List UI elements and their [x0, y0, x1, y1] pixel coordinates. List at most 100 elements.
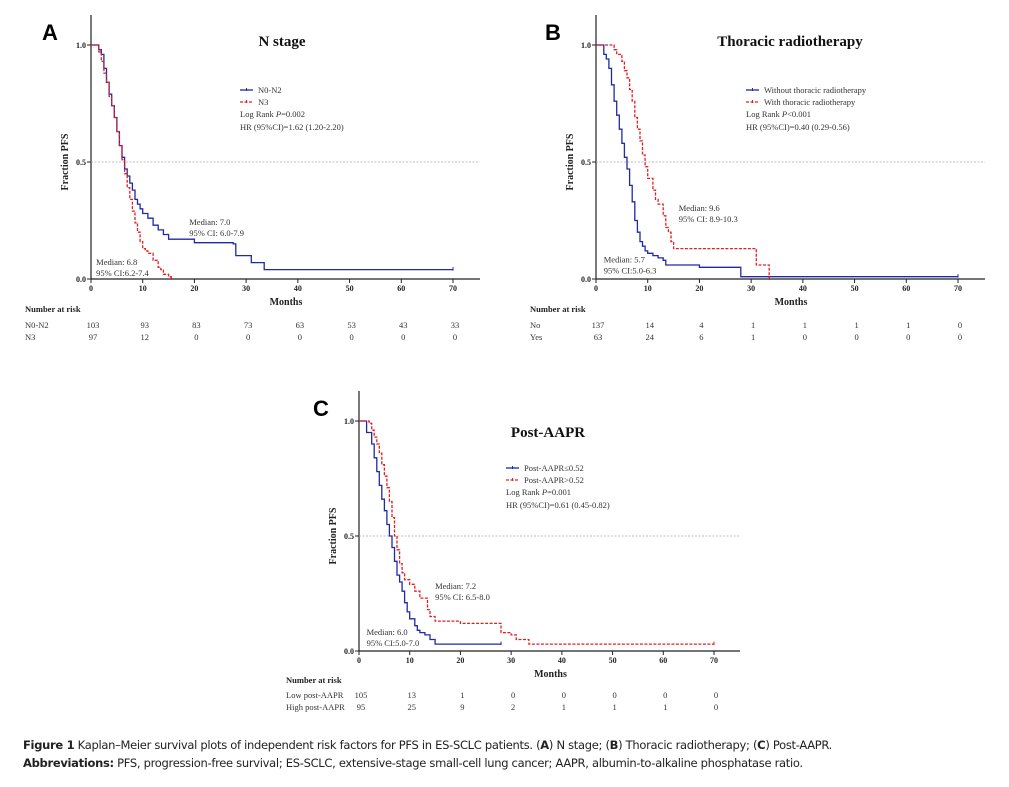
km-curve-group-2: [596, 44, 770, 279]
km-curve-group-1: [91, 44, 453, 271]
risk-value: 103: [87, 320, 100, 330]
risk-table-header: Number at risk: [530, 304, 586, 314]
x-tick-label: 60: [902, 284, 910, 293]
median-annotation: 95% CI: 6.0-7.9: [189, 228, 244, 238]
caption-text-1: Kaplan–Meier survival plots of independe…: [74, 738, 541, 752]
x-tick-label: 0: [594, 284, 598, 293]
y-axis-label: Fraction PFS: [60, 133, 71, 190]
risk-value: 1: [612, 702, 616, 712]
risk-value: 2: [511, 702, 515, 712]
risk-value: 6: [699, 332, 703, 342]
risk-value: 0: [298, 332, 302, 342]
risk-value: 1: [562, 702, 566, 712]
risk-value: 0: [194, 332, 198, 342]
x-tick-label: 20: [695, 284, 703, 293]
x-tick-label: 20: [190, 284, 198, 293]
median-annotation: 95% CI:5.0-7.0: [367, 638, 420, 648]
chart-title: Thoracic radiotherapy: [717, 34, 863, 50]
risk-value: 0: [663, 690, 667, 700]
risk-value: 0: [958, 332, 962, 342]
risk-value: 0: [714, 702, 718, 712]
risk-value: 1: [751, 332, 755, 342]
risk-value: 25: [407, 702, 416, 712]
y-axis-label: Fraction PFS: [328, 507, 339, 564]
risk-row-label: Low post-AAPR: [286, 690, 344, 700]
x-axis-label: Months: [775, 297, 808, 308]
risk-value: 1: [906, 320, 910, 330]
x-axis-label: Months: [270, 297, 303, 308]
risk-value: 1: [854, 320, 858, 330]
km-curve-group-1: [359, 420, 501, 645]
chart-title: Post-AAPR: [511, 425, 585, 441]
median-annotation: Median: 6.8: [96, 257, 137, 267]
x-tick-label: 50: [851, 284, 859, 293]
risk-row-label: N3: [25, 332, 35, 342]
risk-value: 137: [592, 320, 605, 330]
y-tick-label: 1.0: [344, 417, 354, 426]
risk-value: 0: [714, 690, 718, 700]
risk-row-label: High post-AAPR: [286, 702, 345, 712]
risk-value: 24: [645, 332, 654, 342]
hazard-ratio-stat: HR (95%CI)=0.61 (0.45-0.82): [506, 500, 610, 510]
abbreviations: Abbreviations: PFS, progression-free sur…: [23, 756, 803, 770]
risk-value: 63: [296, 320, 305, 330]
caption-ref-c: C: [757, 738, 766, 752]
y-tick-label: 0.0: [581, 275, 591, 284]
x-tick-label: 50: [346, 284, 354, 293]
risk-row-label: Yes: [530, 332, 542, 342]
median-annotation: 95% CI: 8.9-10.3: [679, 214, 738, 224]
x-tick-label: 50: [609, 656, 617, 665]
risk-value: 1: [751, 320, 755, 330]
risk-value: 0: [906, 332, 910, 342]
risk-value: 83: [192, 320, 201, 330]
risk-value: 43: [399, 320, 408, 330]
x-tick-label: 60: [659, 656, 667, 665]
legend-entry: With thoracic radiotherapy: [764, 97, 856, 107]
x-tick-label: 10: [139, 284, 147, 293]
figure-caption: Figure 1 Kaplan–Meier survival plots of …: [23, 738, 832, 752]
abbreviations-label: Abbreviations:: [23, 756, 114, 770]
risk-value: 4: [699, 320, 704, 330]
risk-value: 63: [594, 332, 603, 342]
y-tick-label: 0.5: [581, 158, 591, 167]
y-axis-label: Fraction PFS: [565, 133, 576, 190]
panel-letter: B: [545, 20, 561, 45]
x-tick-label: 10: [644, 284, 652, 293]
risk-value: 0: [401, 332, 405, 342]
median-annotation: Median: 9.6: [679, 203, 720, 213]
risk-value: 1: [460, 690, 464, 700]
risk-value: 0: [803, 332, 807, 342]
panel-letter: A: [42, 20, 58, 45]
km-curve-group-2: [91, 44, 172, 279]
risk-value: 105: [355, 690, 368, 700]
risk-value: 1: [663, 702, 667, 712]
x-tick-label: 70: [449, 284, 457, 293]
risk-value: 95: [357, 702, 366, 712]
y-tick-label: 0.5: [344, 532, 354, 541]
median-annotation: 95% CI: 6.5-8.0: [435, 592, 490, 602]
risk-value: 0: [453, 332, 457, 342]
log-rank-stat: Log Rank P=0.002: [240, 109, 305, 119]
caption-text-2: ) N stage; (: [548, 738, 610, 752]
risk-value: 0: [349, 332, 353, 342]
risk-value: 14: [645, 320, 654, 330]
risk-value: 0: [612, 690, 616, 700]
km-panel-a: A N stage 0.0 0.5 1.0 0 10 20 30 40 50 60 70 Months Fr…: [25, 15, 480, 342]
x-tick-label: 20: [456, 656, 464, 665]
x-tick-label: 40: [294, 284, 302, 293]
median-annotation: Median: 7.2: [435, 581, 476, 591]
risk-table-header: Number at risk: [286, 675, 342, 685]
risk-value: 0: [854, 332, 858, 342]
risk-value: 13: [407, 690, 416, 700]
log-rank-stat: Log Rank P<0.001: [746, 109, 811, 119]
y-tick-label: 0.0: [344, 647, 354, 656]
legend-entry: Post-AAPR>0.52: [524, 475, 584, 485]
risk-value: 0: [562, 690, 566, 700]
x-tick-label: 30: [507, 656, 515, 665]
chart-title: N stage: [258, 34, 305, 50]
panel-letter: C: [313, 396, 329, 421]
x-tick-label: 40: [558, 656, 566, 665]
risk-value: 1: [803, 320, 807, 330]
